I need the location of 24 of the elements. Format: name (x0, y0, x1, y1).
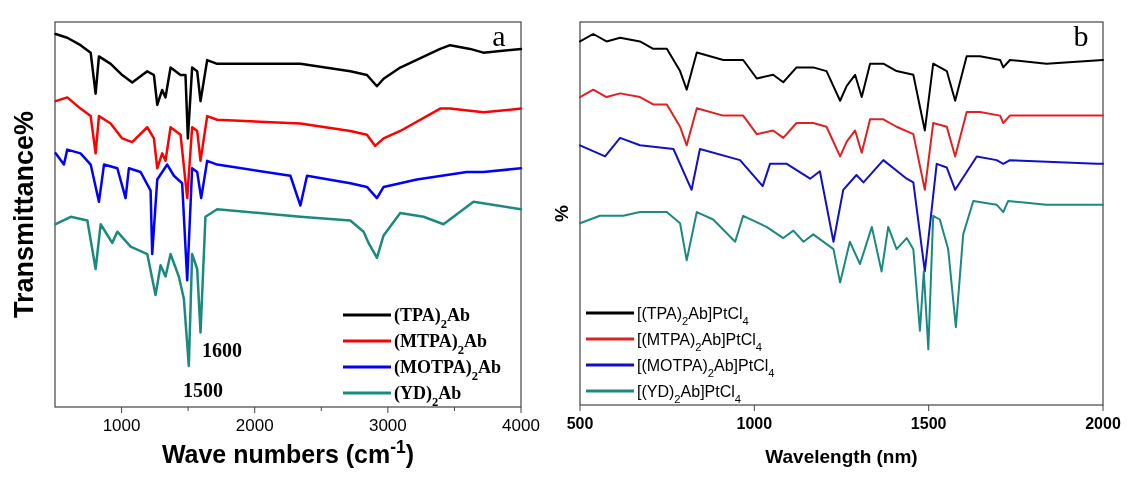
legend-label: (YD)$_{2}$Ab (394, 383, 462, 409)
legend-label: (TPA)$_{2}$Ab (394, 305, 470, 331)
x-tick-label: 2000 (1085, 415, 1121, 432)
x-tick-label: 3000 (368, 416, 407, 435)
legend-label: (MOTPA)$_{2}$Ab (394, 357, 501, 383)
legend-label: [(MOTPA)$_{2}$Ab]PtCl$_{4}$ (637, 357, 775, 379)
y-axis-title: % (551, 204, 572, 222)
annotation: 1600 (202, 338, 242, 361)
x-tick-label: 1000 (102, 416, 141, 435)
legend-label: [(TPA)$_{2}$Ab]PtCl$_{4}$ (637, 305, 749, 327)
x-tick-label: 500 (566, 415, 594, 432)
legend-label: [(MTPA)$_{2}$Ab]PtCl$_{4}$ (637, 331, 763, 353)
y-axis-title: Transmittance% (9, 110, 39, 319)
annotation: 1500 (183, 378, 223, 401)
x-tick-label: 4000 (502, 416, 540, 435)
x-tick-label: 1500 (910, 415, 947, 432)
x-axis-title: Wave numbers (cm$^{-1}$) (161, 437, 415, 468)
legend-label: [(YD)$_{2}$Ab]PtCl$_{4}$ (637, 383, 742, 405)
x-tick-label: 2000 (235, 416, 274, 435)
legend-label: (MTPA)$_{2}$Ab (394, 331, 487, 357)
x-axis-title: Wavelength (nm) (765, 446, 918, 467)
x-tick-label: 1000 (736, 415, 773, 432)
annotation: a (492, 19, 506, 52)
annotation: b (1073, 19, 1089, 52)
